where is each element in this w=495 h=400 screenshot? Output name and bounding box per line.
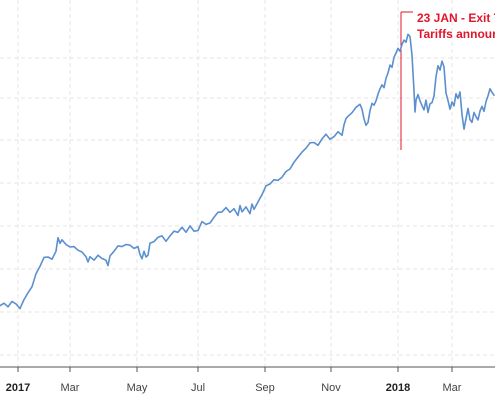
x-tick-label: May: [127, 382, 148, 394]
chart-grid: [0, 0, 495, 367]
event-annotation: 23 JAN - Exit T Tariffs annour: [400, 11, 495, 150]
x-tick-label: Jul: [191, 382, 205, 394]
event-label-line-2: Tariffs annour: [417, 27, 495, 41]
x-tick-label: 2017: [6, 382, 30, 394]
price-series-line: [0, 33, 495, 310]
x-tick-label: Mar: [443, 382, 462, 394]
x-tick-label: Nov: [321, 382, 341, 394]
x-axis-ticks: 2017 Mar May Jul Sep Nov 2018 Mar: [6, 367, 462, 394]
x-tick-label: Sep: [255, 382, 275, 394]
event-label-line-1: 23 JAN - Exit T: [417, 11, 495, 25]
x-tick-label: 2018: [386, 382, 410, 394]
x-tick-label: Mar: [61, 382, 80, 394]
